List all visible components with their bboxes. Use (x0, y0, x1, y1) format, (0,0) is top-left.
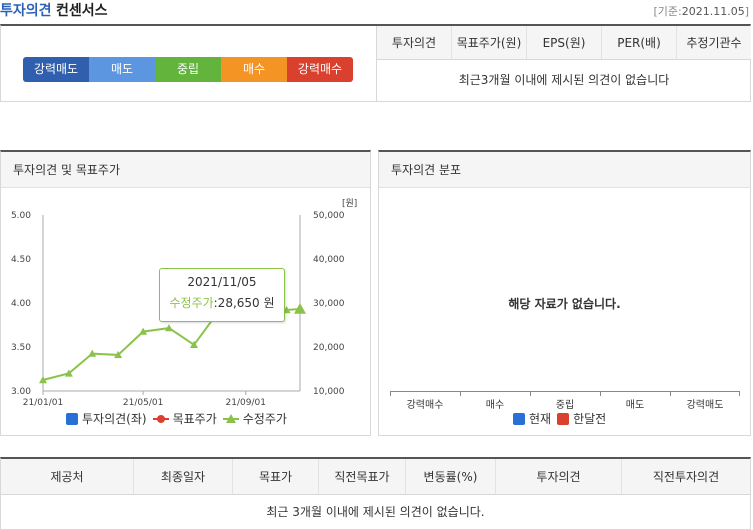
tooltip-date: 2021/11/05 (187, 275, 257, 289)
col-prev-opinion: 직전투자의견 (652, 470, 720, 484)
rating-strong-buy: 강력매수 (287, 57, 353, 82)
adjusted-price-point (294, 302, 306, 314)
col-per: PER(배) (602, 26, 677, 59)
consensus-box: 강력매도 매도 중립 매수 강력매수 투자의견 목표주가(원) EPS(원) P… (0, 24, 751, 102)
distribution-legend: 현재 한달전 (513, 410, 612, 427)
base-date: [기준:2021.11.05] (653, 3, 749, 19)
x-tick-label: 21/01/01 (23, 398, 63, 408)
adjusted-price-point (88, 349, 97, 357)
distribution-axis: 강력매수 매수 중립 매도 강력매도 (390, 391, 740, 411)
y-right-unit-label: [원] (342, 198, 357, 209)
legend-adjusted-price-marker (222, 413, 239, 423)
tooltip-value-line: 수정주가:28,650 원 (160, 294, 284, 311)
tooltip-value: :28,650 원 (213, 296, 275, 310)
legend-opinion[interactable]: 투자의견(좌) (66, 410, 147, 427)
legend-month-ago-label: 한달전 (573, 412, 607, 426)
tooltip-key: 수정주가 (169, 296, 214, 310)
y-left-tick-label: 4.00 (11, 299, 31, 309)
col-opinion: 투자의견 (496, 459, 622, 494)
consensus-table-header: 투자의견 목표주가(원) EPS(원) PER(배) 추정기관수 (377, 26, 751, 60)
rating-strong-sell: 강력매도 (23, 57, 89, 82)
dist-cat-strong-sell: 강력매도 (670, 391, 740, 411)
col-opinion: 투자의견 (377, 26, 452, 59)
opinion-target-panel-title: 투자의견 및 목표주가 (1, 152, 370, 188)
rating-neutral: 중립 (155, 57, 221, 82)
legend-month-ago-swatch (557, 412, 570, 425)
title-sub: 컨센서스 (55, 3, 108, 19)
adjusted-price-point (139, 327, 148, 335)
col-eps: EPS(원) (527, 26, 602, 59)
legend-target-price-marker (152, 414, 169, 423)
legend-target-price[interactable]: 목표주가 (152, 410, 217, 427)
legend-month-ago[interactable]: 한달전 (557, 410, 606, 427)
legend-current-label: 현재 (529, 412, 552, 426)
legend-current-swatch (513, 412, 525, 425)
base-date-value: 2021.11.05 (681, 5, 745, 18)
legend-opinion-swatch (66, 412, 78, 425)
y-right-tick-label: 40,000 (313, 255, 345, 265)
rating-buy: 매수 (221, 57, 287, 82)
consensus-empty-message: 최근3개월 이내에 제시된 의견이 없습니다 (458, 73, 670, 87)
col-change-rate: 변동률(%) (406, 459, 496, 494)
col-target: 목표가 (233, 459, 319, 494)
y-right-tick-label: 20,000 (313, 343, 345, 353)
title-main: 투자의견 (0, 3, 52, 19)
adjusted-price-point (39, 376, 47, 384)
y-left-tick-label: 3.00 (11, 387, 31, 397)
consensus-table: 투자의견 목표주가(원) EPS(원) PER(배) 추정기관수 최근3개월 이… (376, 26, 751, 102)
col-last-date: 최종일자 (134, 459, 233, 494)
dist-cat-neutral: 중립 (530, 391, 600, 411)
rating-scale-bar: 강력매도 매도 중립 매수 강력매수 (23, 57, 353, 82)
page-title: 투자의견 컨센서스 (0, 0, 108, 20)
adjusted-price-point (164, 324, 173, 332)
col-prev-target: 직전목표가 (319, 459, 406, 494)
legend-opinion-label: 투자의견(좌) (82, 412, 147, 426)
adjusted-price-point (190, 340, 199, 348)
dist-cat-buy: 매수 (460, 391, 530, 411)
x-tick-label: 21/09/01 (226, 398, 266, 408)
y-left-tick-label: 5.00 (11, 211, 31, 221)
opinion-detail-table-header: 제공처 최종일자 목표가 직전목표가 변동률(%) 투자의견 직전투자의견 (1, 459, 750, 495)
legend-adjusted-price-label: 수정주가 (242, 412, 287, 426)
col-target-price: 목표주가(원) (452, 26, 527, 59)
col-estimators: 추정기관수 (686, 36, 742, 50)
opinion-distribution-panel-title: 투자의견 분포 (379, 152, 750, 188)
opinion-detail-empty-message: 최근 3개월 이내에 제시된 의견이 없습니다. (1, 495, 750, 530)
dist-cat-strong-buy: 강력매수 (390, 391, 460, 411)
opinion-detail-table: 제공처 최종일자 목표가 직전목표가 변동률(%) 투자의견 직전투자의견 최근… (0, 457, 751, 530)
adjusted-price-point (64, 369, 73, 377)
price-chart-legend: 투자의견(좌) 목표주가 수정주가 (66, 410, 293, 427)
y-left-tick-label: 4.50 (11, 255, 31, 265)
opinion-distribution-panel: 투자의견 분포 (378, 150, 751, 436)
adjusted-price-point (114, 350, 123, 359)
dist-cat-sell: 매도 (600, 391, 670, 411)
distribution-no-data: 해당 자료가 없습니다. (508, 297, 621, 311)
rating-sell: 매도 (89, 57, 155, 82)
legend-current[interactable]: 현재 (513, 410, 551, 427)
y-right-tick-label: 30,000 (313, 299, 345, 309)
legend-adjusted-price[interactable]: 수정주가 (222, 410, 287, 427)
y-left-tick-label: 3.50 (11, 343, 31, 353)
opinion-target-panel: 투자의견 및 목표주가 (0, 150, 371, 436)
x-tick-label: 21/05/01 (123, 398, 163, 408)
base-date-close: ] (744, 5, 749, 18)
y-right-tick-label: 50,000 (313, 211, 345, 221)
chart-tooltip: 2021/11/05 수정주가:28,650 원 (159, 268, 285, 322)
y-right-tick-label: 10,000 (313, 387, 345, 397)
col-provider: 제공처 (1, 459, 134, 494)
legend-target-price-label: 목표주가 (172, 412, 217, 426)
base-date-label: [기준: (653, 5, 682, 18)
